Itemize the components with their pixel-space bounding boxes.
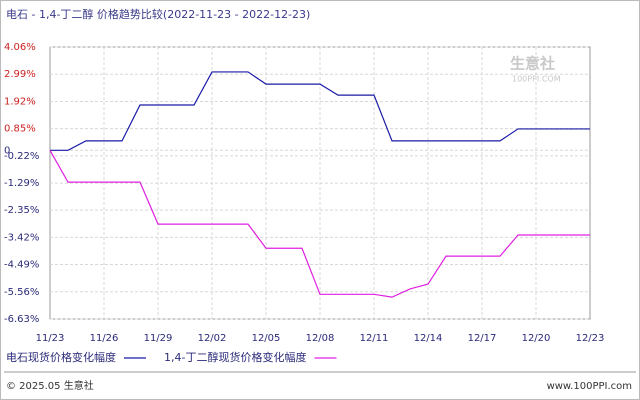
- x-tick-label: 12/02: [198, 333, 227, 344]
- series-line: [49, 150, 590, 298]
- x-tick-label: 11/29: [144, 333, 173, 344]
- x-tick-label: 12/23: [576, 333, 605, 344]
- y-tick-label: -6.63%: [4, 314, 39, 325]
- watermark: 生意社: [510, 55, 555, 73]
- y-tick-label: -5.56%: [4, 287, 39, 298]
- chart-title: 电石 - 1,4-丁二醇 价格趋势比较(2022-11-23 - 2022-12…: [6, 7, 310, 21]
- footer-right: www.100PPI.com: [547, 381, 632, 392]
- y-tick-label: 0.85%: [4, 124, 36, 135]
- x-tick-label: 11/23: [36, 333, 65, 344]
- y-tick-label: -4.49%: [4, 260, 39, 271]
- y-tick-label: 1.92%: [4, 96, 36, 107]
- footer-left: © 2025.05 生意社: [6, 379, 94, 392]
- x-tick-label: 12/11: [360, 333, 389, 344]
- y-tick-label: -3.42%: [4, 232, 39, 243]
- x-tick-label: 11/26: [90, 333, 119, 344]
- y-tick-label: -1.29%: [4, 178, 39, 189]
- y-tick-label: -2.35%: [4, 205, 39, 216]
- x-tick-label: 12/08: [306, 333, 335, 344]
- y-tick-label: 0: [4, 145, 10, 156]
- y-tick-label: 4.06%: [4, 42, 36, 53]
- x-tick-label: 12/14: [414, 333, 443, 344]
- x-tick-label: 12/17: [468, 333, 497, 344]
- x-tick-label: 12/05: [252, 333, 281, 344]
- x-tick-label: 12/20: [522, 333, 551, 344]
- series-line: [50, 71, 590, 151]
- y-tick-label: 2.99%: [4, 69, 36, 80]
- legend-label: 电石现货价格变化幅度: [6, 350, 116, 364]
- legend-label: 1,4-丁二醇现货价格变化幅度: [164, 350, 306, 364]
- y-tick-label: -0.22%: [4, 151, 39, 162]
